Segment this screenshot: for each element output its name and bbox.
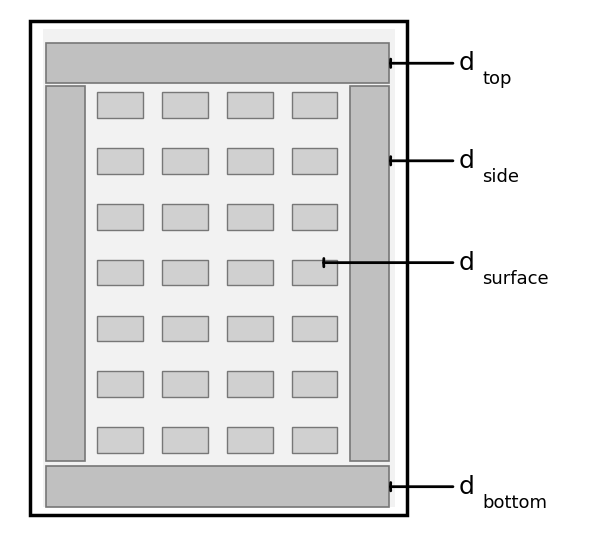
- Bar: [162, 260, 208, 286]
- Bar: [97, 427, 143, 453]
- Bar: [162, 371, 208, 397]
- Bar: [46, 86, 85, 461]
- Bar: [227, 316, 272, 341]
- Bar: [292, 427, 337, 453]
- Bar: [162, 316, 208, 341]
- Text: side: side: [482, 168, 519, 186]
- Bar: [227, 427, 272, 453]
- Bar: [227, 92, 272, 118]
- Bar: [292, 148, 337, 174]
- Bar: [97, 316, 143, 341]
- Bar: [292, 92, 337, 118]
- Bar: [292, 260, 337, 286]
- Bar: [97, 92, 143, 118]
- Bar: [97, 148, 143, 174]
- Bar: [227, 260, 272, 286]
- Bar: [292, 204, 337, 229]
- Text: surface: surface: [482, 270, 549, 288]
- Bar: [97, 204, 143, 229]
- Bar: [227, 371, 272, 397]
- Bar: [350, 86, 389, 461]
- Bar: [162, 92, 208, 118]
- Text: top: top: [482, 70, 512, 88]
- Bar: [292, 316, 337, 341]
- Text: d: d: [459, 149, 475, 173]
- Bar: [43, 29, 395, 507]
- Bar: [46, 43, 389, 83]
- Bar: [162, 427, 208, 453]
- Text: d: d: [459, 51, 475, 75]
- Bar: [30, 21, 407, 515]
- Text: d: d: [459, 251, 475, 274]
- Bar: [162, 204, 208, 229]
- Bar: [227, 148, 272, 174]
- Bar: [97, 260, 143, 286]
- Bar: [162, 148, 208, 174]
- Bar: [97, 371, 143, 397]
- Bar: [46, 466, 389, 507]
- Text: bottom: bottom: [482, 494, 547, 512]
- Text: d: d: [459, 475, 475, 498]
- Bar: [292, 371, 337, 397]
- Bar: [227, 204, 272, 229]
